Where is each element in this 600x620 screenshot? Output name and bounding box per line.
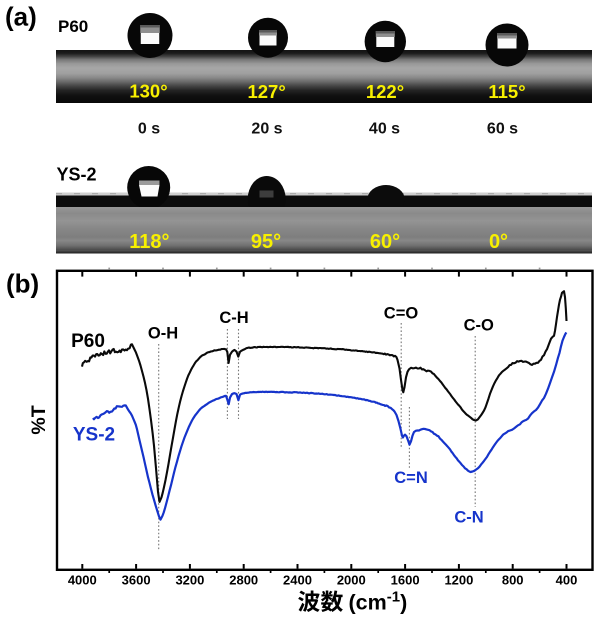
- svg-text:C-O: C-O: [464, 317, 494, 335]
- svg-text:118°: 118°: [129, 231, 169, 253]
- svg-text:400: 400: [556, 573, 578, 588]
- svg-text:O-H: O-H: [148, 325, 178, 343]
- svg-text:95°: 95°: [251, 231, 281, 253]
- svg-text:P60: P60: [58, 17, 88, 36]
- svg-text:YS-2: YS-2: [73, 425, 115, 446]
- svg-text:2400: 2400: [283, 573, 312, 588]
- svg-text:4000: 4000: [68, 573, 97, 588]
- svg-text:127°: 127°: [247, 81, 285, 102]
- svg-text:1600: 1600: [391, 573, 420, 588]
- svg-text:20 s: 20 s: [251, 121, 282, 138]
- svg-text:2800: 2800: [229, 573, 258, 588]
- svg-text:P60: P60: [71, 331, 105, 352]
- svg-text:60 s: 60 s: [487, 121, 518, 138]
- svg-text:YS-2: YS-2: [57, 165, 97, 185]
- svg-text:130°: 130°: [129, 81, 167, 102]
- svg-text:%T: %T: [28, 405, 50, 434]
- svg-text:800: 800: [502, 573, 524, 588]
- svg-text:115°: 115°: [488, 81, 525, 102]
- svg-text:C=O: C=O: [384, 305, 419, 323]
- svg-text:3600: 3600: [122, 573, 151, 588]
- svg-text:0°: 0°: [489, 231, 508, 253]
- svg-text:60°: 60°: [370, 231, 400, 253]
- svg-text:2000: 2000: [337, 573, 366, 588]
- svg-text:C-H: C-H: [219, 309, 248, 327]
- svg-text:0 s: 0 s: [138, 121, 160, 138]
- svg-text:3200: 3200: [175, 573, 204, 588]
- svg-text:1200: 1200: [444, 573, 473, 588]
- svg-text:40 s: 40 s: [369, 121, 400, 138]
- svg-text:122°: 122°: [366, 81, 404, 102]
- svg-text:(b): (b): [6, 269, 39, 299]
- svg-text:(a): (a): [5, 2, 37, 32]
- svg-text:C=N: C=N: [394, 469, 427, 487]
- svg-text:C-N: C-N: [454, 509, 483, 527]
